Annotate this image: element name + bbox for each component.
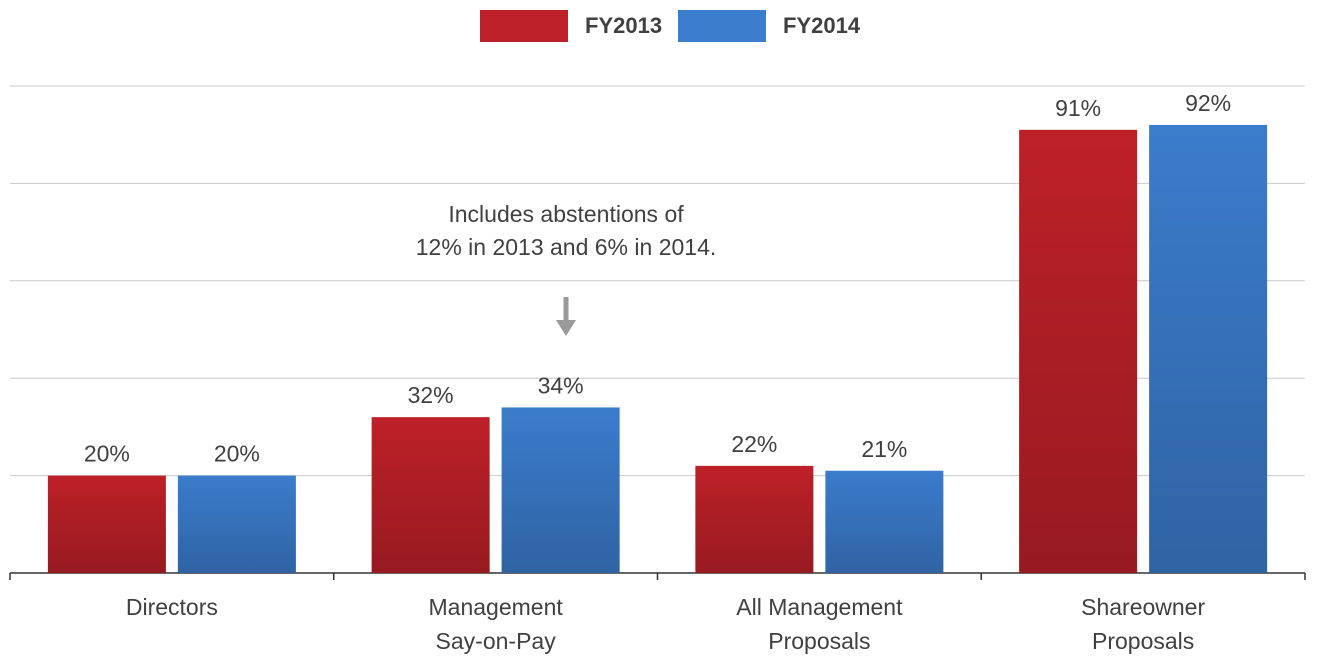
x-tick-label: Directors xyxy=(126,594,218,620)
legend-swatch xyxy=(678,10,766,42)
value-label: 91% xyxy=(1055,95,1101,121)
bar-shade xyxy=(47,475,166,573)
x-tick-label: Shareowner xyxy=(1081,594,1205,620)
value-label: 20% xyxy=(214,441,260,467)
bar-shade xyxy=(1019,129,1138,573)
bar-shade xyxy=(1149,124,1268,574)
value-label: 21% xyxy=(861,436,907,462)
bar-shade xyxy=(695,465,814,573)
legend-label: FY2014 xyxy=(783,13,861,38)
bar-shade xyxy=(825,470,944,573)
x-tick-label: Proposals xyxy=(768,628,870,654)
bar-shade xyxy=(177,475,296,573)
x-tick-label: Proposals xyxy=(1092,628,1194,654)
value-label: 92% xyxy=(1185,90,1231,116)
value-label: 32% xyxy=(408,382,454,408)
annotation: Includes abstentions of xyxy=(448,201,684,227)
x-tick-label: All Management xyxy=(736,594,903,620)
x-tick-label: Say-on-Pay xyxy=(436,628,557,654)
legend-swatch xyxy=(480,10,568,42)
value-label: 34% xyxy=(538,372,584,398)
annotation: 12% in 2013 and 6% in 2014. xyxy=(416,234,717,260)
legend-label: FY2013 xyxy=(585,13,662,38)
bar-shade xyxy=(501,407,620,573)
x-tick-label: Management xyxy=(429,594,564,620)
bar-shade xyxy=(371,417,490,573)
value-label: 20% xyxy=(84,441,130,467)
annotation-arrowhead xyxy=(556,320,576,336)
value-label: 22% xyxy=(731,431,777,457)
